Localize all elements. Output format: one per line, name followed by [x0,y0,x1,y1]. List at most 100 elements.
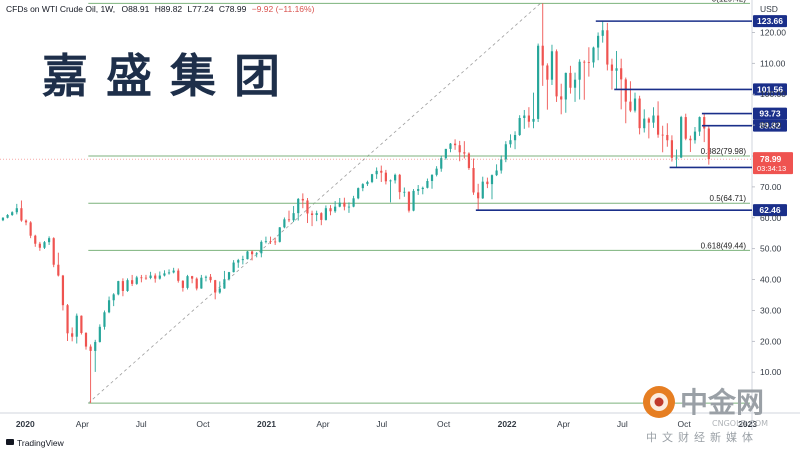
candle-body[interactable] [301,198,304,201]
candle-body[interactable] [583,61,586,63]
level-price-tag[interactable] [753,15,787,28]
candle-body[interactable] [463,152,466,154]
candle-body[interactable] [624,79,627,102]
candle-body[interactable] [15,208,18,213]
candle-body[interactable] [555,51,558,97]
candle-body[interactable] [287,219,291,221]
candle-body[interactable] [675,157,678,159]
candle-body[interactable] [490,175,494,185]
candle-body[interactable] [117,281,120,295]
candle-body[interactable] [177,270,180,281]
candle-body[interactable] [435,168,438,175]
candle-body[interactable] [315,213,318,215]
candle-body[interactable] [638,98,641,129]
candle-body[interactable] [232,262,235,273]
candle-body[interactable] [693,131,697,141]
candle-body[interactable] [324,208,328,220]
candle-body[interactable] [306,200,309,214]
candle-body[interactable] [1,217,5,221]
candle-body[interactable] [440,158,443,169]
candle-body[interactable] [518,118,521,135]
candle-body[interactable] [698,117,701,132]
candle-body[interactable] [181,280,184,288]
candle-body[interactable] [689,138,692,141]
candle-body[interactable] [52,238,55,265]
candle-body[interactable] [592,47,595,63]
candle-body[interactable] [6,214,9,218]
fibonacci-retracement[interactable]: 0(129.42) 0.382(79.98) 0.5(64.71) 0.618(49.… [88,0,750,404]
candle-body[interactable] [320,213,323,220]
candle-body[interactable] [204,276,208,278]
candle-body[interactable] [246,251,249,260]
candle-body[interactable] [661,134,664,136]
candle-body[interactable] [227,272,231,280]
candle-body[interactable] [357,188,360,199]
candle-body[interactable] [527,115,530,122]
candle-body[interactable] [573,79,577,88]
candle-body[interactable] [200,277,203,289]
candle-body[interactable] [421,187,424,190]
candle-body[interactable] [430,174,434,182]
candle-body[interactable] [560,96,563,100]
candle-body[interactable] [24,220,28,223]
candle-body[interactable] [163,273,166,276]
candle-body[interactable] [57,264,60,276]
candle-body[interactable] [334,206,337,212]
candle-body[interactable] [647,118,650,123]
candle-body[interactable] [343,202,346,207]
candle-body[interactable] [703,117,706,129]
candle-body[interactable] [606,30,609,65]
candle-body[interactable] [495,170,498,176]
candle-body[interactable] [707,128,710,160]
candle-body[interactable] [347,206,351,208]
candle-body[interactable] [260,241,263,254]
candle-body[interactable] [597,35,600,48]
candle-body[interactable] [292,213,295,221]
candle-body[interactable] [223,279,226,289]
candle-body[interactable] [80,315,83,333]
candle-body[interactable] [458,145,461,153]
candle-body[interactable] [103,312,106,327]
candle-body[interactable] [389,180,392,182]
level-price-tag[interactable] [753,204,787,217]
candle-body[interactable] [338,202,341,207]
candle-body[interactable] [546,65,549,80]
candle-body[interactable] [656,115,660,135]
candle-body[interactable] [352,198,355,207]
candle-body[interactable] [380,170,383,173]
candle-body[interactable] [375,170,378,175]
candle-body[interactable] [629,101,632,111]
candle-body[interactable] [407,191,411,211]
candle-body[interactable] [620,68,623,80]
candle-body[interactable] [131,280,134,284]
candle-body[interactable] [75,315,78,337]
tradingview-brand[interactable]: TradingView [6,438,65,448]
candle-body[interactable] [417,189,420,191]
candle-body[interactable] [112,294,115,301]
candle-body[interactable] [61,275,65,306]
candle-body[interactable] [477,192,480,199]
candle-body[interactable] [394,174,397,181]
candle-body[interactable] [666,134,669,141]
candle-body[interactable] [209,276,212,281]
candle-body[interactable] [601,30,604,36]
candle-body[interactable] [278,227,281,242]
candle-body[interactable] [94,341,97,351]
candle-body[interactable] [237,260,240,263]
candle-body[interactable] [550,51,554,80]
candle-body[interactable] [384,172,387,182]
candle-body[interactable] [403,191,406,193]
candle-body[interactable] [467,153,471,169]
candle-body[interactable] [610,64,614,71]
candle-body[interactable] [250,251,254,255]
candle-body[interactable] [269,241,272,243]
candle-body[interactable] [532,118,535,122]
candle-body[interactable] [186,276,189,288]
level-price-tag[interactable] [753,119,787,132]
candle-body[interactable] [149,275,152,279]
candlestick-series[interactable] [1,3,710,404]
candle-body[interactable] [218,288,221,293]
candle-body[interactable] [643,118,646,129]
